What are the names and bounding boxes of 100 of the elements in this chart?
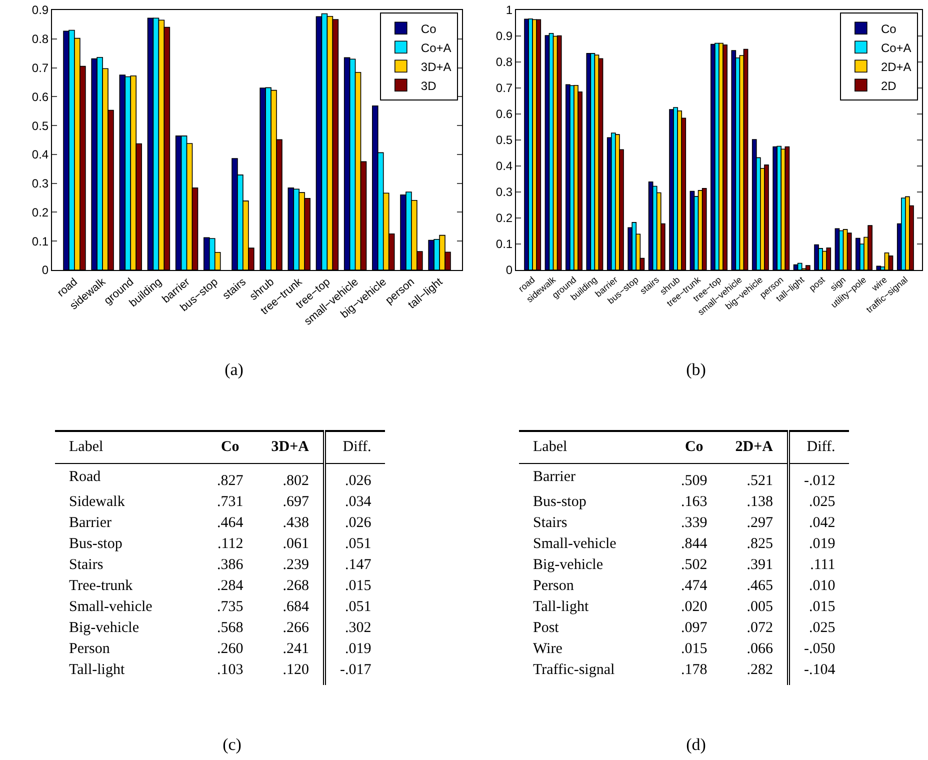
text: Diff. (788, 431, 850, 464)
data-label: .072 (746, 618, 774, 638)
category-label: Barrier (532, 468, 576, 488)
data-label: .521 (746, 472, 774, 490)
data-label: .735 (216, 598, 244, 616)
legend-label: Co (880, 22, 897, 36)
data-label: .241 (282, 640, 310, 658)
y-tick-label: 0.3 (496, 185, 513, 200)
data-label: .697 (282, 492, 310, 512)
data-label: .010 (788, 576, 850, 596)
y-tick-label: 1 (506, 3, 513, 18)
category-label: Stairs (68, 556, 104, 574)
y-tick-label: 0.2 (32, 205, 49, 220)
data-label: .138 (746, 492, 774, 512)
data-label: -.050 (788, 638, 850, 660)
y-tick-label: 0.1 (496, 237, 513, 252)
data-label: .163 (680, 492, 708, 512)
data-label: .391 (746, 556, 774, 574)
category-label: Big-vehicle (68, 618, 140, 638)
data-label: .051 (324, 534, 386, 554)
data-label: .112 (216, 534, 244, 554)
category-label: Person (68, 640, 111, 658)
data-label: .097 (680, 618, 708, 638)
data-label: .025 (788, 618, 850, 638)
data-label: .042 (788, 512, 850, 534)
data-label: -.017 (324, 660, 386, 684)
y-tick-label: 0.9 (32, 3, 49, 18)
data-label: .825 (746, 534, 774, 554)
data-label: -.104 (788, 660, 850, 684)
text: Label (519, 431, 667, 464)
legend-label: 2D (880, 78, 897, 93)
data-label: .239 (282, 556, 310, 574)
category-label: Traffic-signal (532, 660, 616, 680)
y-tick-label: 0.7 (496, 81, 513, 96)
text: Co (667, 431, 722, 464)
data-label: .120 (282, 660, 310, 680)
data-label: .019 (788, 534, 850, 554)
y-tick-label: 0.1 (32, 234, 49, 248)
y-tick-label: 0.7 (32, 60, 49, 75)
data-label: .339 (680, 514, 708, 532)
data-label: .103 (216, 660, 244, 680)
legend-label: Co+A (420, 40, 452, 55)
data-label: .684 (282, 598, 310, 616)
category-label: Small-vehicle (532, 534, 618, 554)
text: (c) (222, 735, 242, 755)
category-label: Big-vehicle (532, 556, 604, 574)
data-label: .061 (282, 534, 310, 554)
data-label: .502 (680, 556, 708, 574)
y-tick-label: 0.5 (32, 118, 49, 133)
category-label: Sidewalk (68, 492, 126, 512)
y-tick-label: 0.6 (32, 90, 49, 104)
data-label: .111 (788, 554, 850, 576)
legend-label: 3D (420, 78, 437, 93)
data-label: -.012 (788, 464, 850, 492)
y-tick-label: 0.8 (32, 32, 49, 46)
y-tick-label: 0.6 (496, 107, 513, 122)
y-tick-label: 0 (42, 263, 49, 278)
data-label: .005 (746, 598, 774, 616)
data-label: .284 (216, 576, 244, 596)
legend-label: 2D+A (880, 60, 912, 74)
data-label: .066 (746, 640, 774, 658)
category-label: Barrier (68, 514, 112, 532)
data-label: .802 (282, 472, 310, 490)
category-label: Tall-light (68, 660, 126, 680)
text: (a) (224, 360, 244, 380)
text: Diff. (324, 431, 386, 464)
data-label: .015 (324, 576, 386, 596)
category-label: Small-vehicle (68, 598, 154, 616)
category-label: Person (532, 576, 575, 596)
y-tick-label: 0.8 (496, 55, 513, 70)
text: (b) (685, 360, 707, 380)
y-tick-label: 0.3 (32, 176, 49, 191)
data-label: .268 (282, 576, 310, 596)
data-label: .260 (216, 640, 244, 658)
legend-label: Co+A (880, 40, 912, 55)
text: 2D+A (721, 431, 788, 464)
text: (d) (685, 735, 707, 755)
data-label: .266 (282, 618, 310, 638)
data-label: .438 (282, 514, 310, 532)
data-label: .474 (680, 576, 708, 596)
legend-label: Co (420, 22, 437, 36)
data-label: .827 (216, 472, 244, 490)
category-label: Stairs (532, 514, 568, 532)
category-label: Tall-light (532, 598, 590, 616)
category-label: Tree-trunk (68, 576, 134, 596)
category-label: Post (532, 618, 560, 638)
text: Label (55, 431, 203, 464)
data-label: .015 (788, 596, 850, 618)
data-label: .465 (746, 576, 774, 596)
data-label: .509 (680, 472, 708, 490)
data-label: .026 (324, 464, 386, 492)
data-label: .844 (680, 534, 708, 554)
y-tick-label: 0.5 (496, 133, 513, 148)
category-label: Wire (532, 640, 564, 658)
category-label: Road (68, 468, 102, 488)
data-label: .026 (324, 512, 386, 534)
data-label: .178 (680, 660, 708, 680)
y-tick-label: 0.9 (496, 29, 513, 44)
data-label: .282 (746, 660, 774, 680)
category-label: Bus-stop (68, 534, 124, 554)
